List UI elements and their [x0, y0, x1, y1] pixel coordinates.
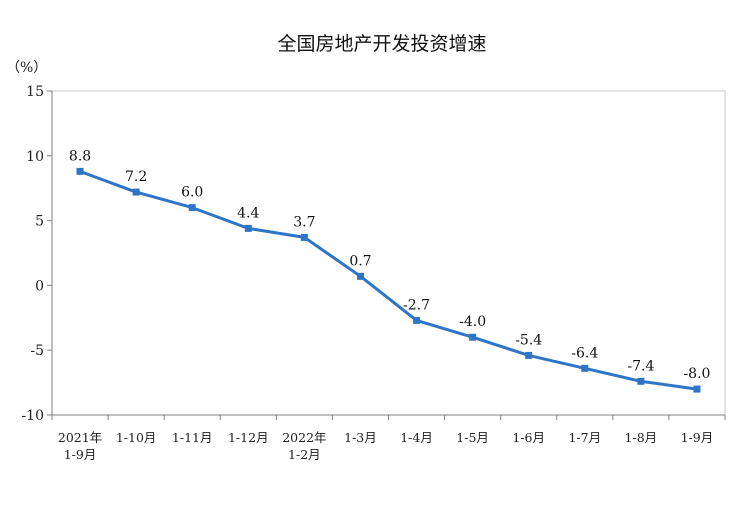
- y-tick-label: 15: [26, 84, 44, 100]
- data-point: [525, 351, 533, 359]
- x-tick-label: 2021年: [58, 430, 102, 445]
- data-label: 3.7: [293, 214, 315, 230]
- data-label: 0.7: [349, 253, 371, 269]
- chart-title: 全国房地产开发投资增速: [277, 33, 486, 55]
- data-point: [132, 188, 140, 196]
- data-label: -5.4: [515, 332, 542, 348]
- y-tick-label: 0: [35, 278, 44, 294]
- data-point: [300, 233, 308, 241]
- data-point: [693, 385, 701, 393]
- plot-area: 15 10 5 0 -5 -10 2021年 1-9月 1-10月 1-11月 1-12月 2022年…: [21, 84, 726, 462]
- x-tick-label: 1-12月: [228, 430, 269, 445]
- data-label: 6.0: [181, 185, 203, 201]
- x-tick-label: 1-9月: [64, 447, 97, 462]
- x-tick-label: 1-8月: [625, 430, 658, 445]
- x-tick-label: 1-4月: [400, 430, 433, 445]
- data-point: [581, 364, 589, 372]
- x-tick-label: 1-11月: [172, 430, 213, 445]
- data-point: [76, 167, 84, 175]
- x-tick-label: 1-10月: [116, 430, 157, 445]
- y-axis-unit-label: （%）: [6, 60, 47, 76]
- data-label: -8.0: [683, 366, 710, 382]
- data-point: [356, 272, 364, 280]
- y-tick-label: 5: [35, 214, 44, 230]
- y-tick-label: -10: [21, 408, 44, 424]
- x-tick-label: 2022年: [282, 430, 326, 445]
- x-tick-label: 1-5月: [456, 430, 489, 445]
- data-point: [244, 224, 252, 232]
- data-label: -6.4: [571, 345, 598, 361]
- data-point: [188, 204, 196, 212]
- data-point: [413, 316, 421, 324]
- x-tick-label: 1-7月: [568, 430, 601, 445]
- series-line: [79, 169, 698, 391]
- data-label: -4.0: [459, 314, 486, 330]
- data-label: -7.4: [627, 358, 654, 374]
- data-point: [637, 377, 645, 385]
- data-label: -2.7: [403, 297, 430, 313]
- x-tick-label: 1-9月: [681, 430, 714, 445]
- data-label: 7.2: [125, 169, 147, 185]
- data-point: [469, 333, 477, 341]
- plot-frame: [51, 90, 726, 416]
- x-tick-label: 1-6月: [512, 430, 545, 445]
- y-tick-label: 10: [26, 149, 44, 165]
- x-tick-label: 1-2月: [288, 447, 321, 462]
- data-label: 4.4: [237, 205, 259, 221]
- x-tick-label: 1-3月: [344, 430, 377, 445]
- y-tick-label: -5: [30, 343, 44, 359]
- data-label: 8.8: [69, 148, 91, 164]
